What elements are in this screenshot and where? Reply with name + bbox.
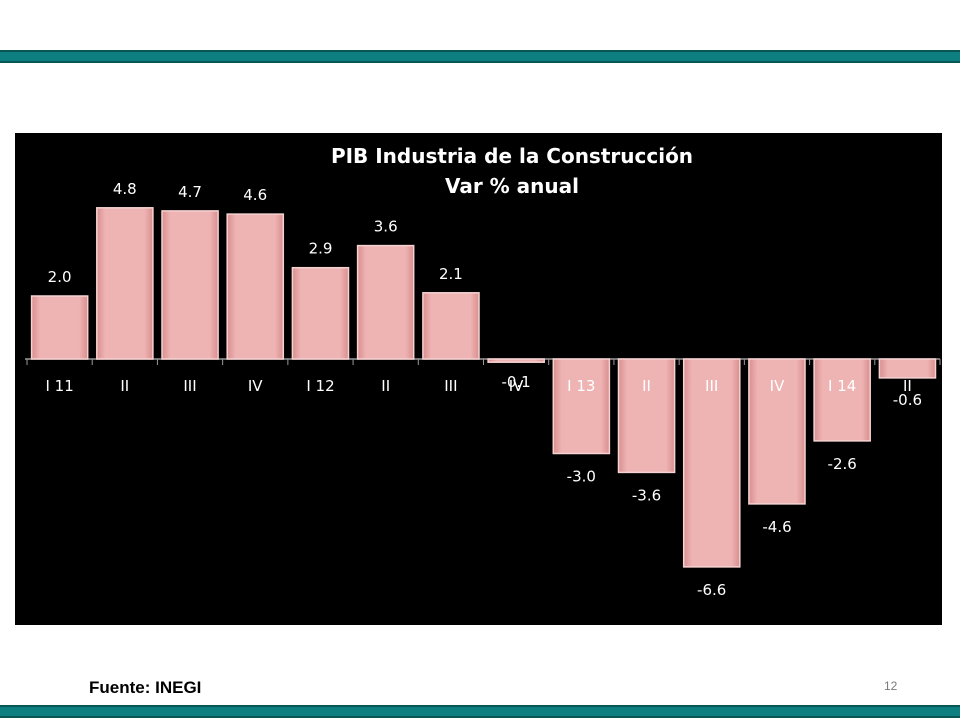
bar-chart: PIB Industria de la Construcción Var % a… [25,144,941,599]
data-label: -0.6 [893,391,922,409]
source-note: Fuente: INEGI [89,678,202,697]
bar [30,295,89,360]
chart-subtitle: Var % anual [445,174,579,198]
x-tick-label: III [183,377,196,395]
data-label: -4.6 [762,518,791,536]
data-label: 4.7 [178,183,202,201]
page-number: 12 [884,679,898,693]
x-tick-label: III [705,377,718,395]
x-tick-label: I 14 [828,377,856,395]
data-label: 2.1 [439,265,463,283]
bar [422,292,480,360]
x-tick-label: I 11 [45,377,73,395]
data-label: -0.1 [501,373,530,391]
data-label: 3.6 [374,218,398,236]
x-tick-label: II [903,377,912,395]
x-tick-label: II [381,377,390,395]
bar [96,207,154,360]
data-label: -3.6 [632,486,661,504]
bar [487,358,545,363]
top-accent-band [0,50,960,63]
bar [617,358,676,474]
bar [813,358,871,442]
x-tick-label: III [444,377,457,395]
bar [878,358,937,379]
bottom-accent-band [0,705,960,718]
chart-title: PIB Industria de la Construcción [331,144,693,168]
data-label: 2.0 [48,268,72,286]
chart-panel: PIB Industria de la Construcción Var % a… [15,133,942,625]
data-label: -6.6 [697,581,726,599]
data-label: 4.8 [113,180,137,198]
data-label: -2.6 [828,455,857,473]
bar [226,213,285,360]
x-tick-label: II [120,377,129,395]
x-tick-label: I 13 [567,377,595,395]
bar [356,244,415,360]
data-label: 2.9 [309,240,333,258]
x-tick-label: I 12 [306,377,334,395]
bar [748,358,806,505]
bar [161,210,219,360]
x-tick-label: IV [509,377,524,395]
data-label: -3.0 [567,468,596,486]
x-tick-label: IV [770,377,785,395]
x-tick-label: II [642,377,651,395]
x-tick-label: IV [248,377,263,395]
bar [552,358,611,455]
bar [291,266,350,360]
data-label: 4.6 [243,186,267,204]
bar [682,358,741,568]
